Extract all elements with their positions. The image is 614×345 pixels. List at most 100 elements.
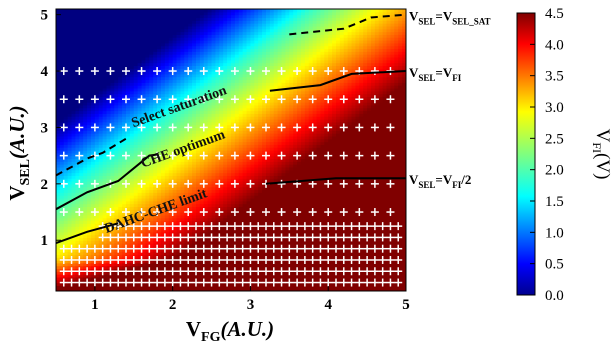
heatmap-cell xyxy=(87,90,92,95)
heatmap-cell xyxy=(63,150,69,154)
heatmap-cell xyxy=(79,87,84,92)
heatmap-cell xyxy=(157,34,162,38)
heatmap-cell xyxy=(122,279,127,284)
heatmap-cell xyxy=(161,220,166,224)
heatmap-cell xyxy=(56,25,61,30)
heatmap-cell xyxy=(114,79,119,83)
heatmap-cell xyxy=(176,276,182,281)
heatmap-cell xyxy=(56,87,61,92)
heatmap-cell xyxy=(161,133,166,137)
heatmap-cell xyxy=(176,189,182,193)
heatmap-cell xyxy=(75,279,80,284)
heatmap-cell xyxy=(176,31,182,35)
heatmap-cell xyxy=(141,45,147,50)
heatmap-cell xyxy=(83,107,88,112)
heatmap-cell xyxy=(161,259,166,264)
heatmap-cell xyxy=(71,279,77,284)
heatmap-cell xyxy=(172,259,178,264)
heatmap-cell xyxy=(184,107,189,112)
heatmap-cell xyxy=(145,14,150,19)
heatmap-cell xyxy=(122,217,127,222)
heatmap-cell xyxy=(102,274,108,278)
heatmap-cell xyxy=(102,285,108,289)
heatmap-cell xyxy=(137,220,143,224)
heatmap-cell xyxy=(122,59,127,64)
heatmap-cell xyxy=(137,195,143,199)
heatmap-cell xyxy=(180,251,185,255)
heatmap-cell xyxy=(110,87,115,92)
heatmap-cell xyxy=(176,203,182,207)
heatmap-cell xyxy=(118,161,123,165)
heatmap-cell xyxy=(161,282,166,286)
heatmap-cell xyxy=(56,248,61,253)
heatmap-cell xyxy=(63,144,69,148)
heatmap-cell xyxy=(94,17,100,21)
heatmap-cell xyxy=(172,54,178,58)
heatmap-cell xyxy=(87,164,92,168)
heatmap-cell xyxy=(176,223,182,227)
heatmap-cell xyxy=(168,245,174,250)
heatmap-cell xyxy=(110,195,115,199)
heatmap-cell xyxy=(94,99,100,103)
heatmap-cell xyxy=(161,155,166,160)
heatmap-cell xyxy=(180,65,185,69)
heatmap-cell xyxy=(164,14,170,19)
heatmap-cell xyxy=(79,116,84,120)
heatmap-cell xyxy=(63,127,69,131)
heatmap-cell xyxy=(71,192,77,196)
heatmap-cell xyxy=(126,48,131,52)
heatmap-cell xyxy=(87,274,92,278)
heatmap-cell xyxy=(98,285,104,289)
heatmap-cell xyxy=(56,37,61,41)
heatmap-cell xyxy=(83,96,88,100)
heatmap-cell xyxy=(141,104,147,109)
heatmap-cell xyxy=(180,183,185,188)
heatmap-cell xyxy=(145,118,150,123)
heatmap-cell xyxy=(168,85,174,89)
heatmap-cell xyxy=(106,209,112,213)
heatmap-cell xyxy=(137,14,143,19)
heatmap-cell xyxy=(188,243,193,247)
heatmap-cell xyxy=(164,262,170,267)
heatmap-cell xyxy=(56,251,61,255)
heatmap-cell xyxy=(145,59,150,64)
heatmap-cell xyxy=(149,113,154,117)
heatmap-cell xyxy=(106,214,112,219)
heatmap-cell xyxy=(79,164,84,168)
heatmap-cell xyxy=(172,169,178,174)
heatmap-cell xyxy=(168,87,174,92)
heatmap-cell xyxy=(126,158,131,162)
heatmap-cell xyxy=(91,214,96,219)
heatmap-cell xyxy=(87,138,92,143)
heatmap-cell xyxy=(56,228,61,233)
heatmap-cell xyxy=(180,223,185,227)
heatmap-cell xyxy=(153,161,158,165)
heatmap-cell xyxy=(56,93,61,98)
heatmap-cell xyxy=(172,243,178,247)
heatmap-cell xyxy=(91,42,96,47)
heatmap-cell xyxy=(164,276,170,281)
heatmap-cell xyxy=(118,102,123,106)
heatmap-cell xyxy=(56,237,61,241)
heatmap-cell xyxy=(180,259,185,264)
heatmap-cell xyxy=(141,271,147,275)
heatmap-cell xyxy=(141,144,147,148)
heatmap-cell xyxy=(157,40,162,44)
heatmap-cell xyxy=(110,138,115,143)
heatmap-cell xyxy=(137,31,143,35)
heatmap-cell xyxy=(122,76,127,81)
heatmap-cell xyxy=(83,118,88,123)
heatmap-cell xyxy=(122,274,127,278)
heatmap-cell xyxy=(118,279,123,284)
heatmap-cell xyxy=(87,166,92,171)
heatmap-cell xyxy=(141,87,147,92)
heatmap-cell xyxy=(172,51,178,55)
heatmap-cell xyxy=(59,107,65,112)
heatmap-cell xyxy=(184,164,189,168)
heatmap-cell xyxy=(161,23,166,27)
heatmap-cell xyxy=(133,141,139,145)
heatmap-cell xyxy=(176,265,182,270)
heatmap-cell xyxy=(106,37,112,41)
heatmap-cell xyxy=(102,138,108,143)
heatmap-cell xyxy=(145,161,150,165)
